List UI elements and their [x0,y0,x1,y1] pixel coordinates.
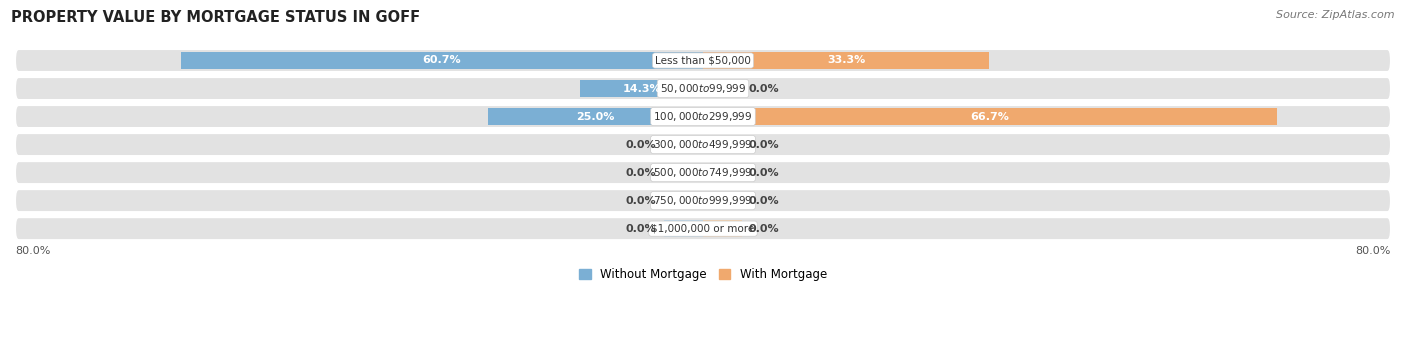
Text: 0.0%: 0.0% [626,167,655,178]
Bar [664,136,703,153]
Bar [703,80,742,97]
Text: 0.0%: 0.0% [748,167,779,178]
FancyBboxPatch shape [15,77,1391,100]
Bar [181,52,703,69]
Text: 25.0%: 25.0% [576,112,614,121]
Bar [488,108,703,125]
Text: $750,000 to $999,999: $750,000 to $999,999 [654,194,752,207]
Bar [703,136,742,153]
Text: 80.0%: 80.0% [1355,246,1391,256]
Bar [581,80,703,97]
Text: $500,000 to $749,999: $500,000 to $749,999 [654,166,752,179]
Text: 33.3%: 33.3% [827,56,865,65]
FancyBboxPatch shape [15,49,1391,72]
Text: 60.7%: 60.7% [423,56,461,65]
Text: PROPERTY VALUE BY MORTGAGE STATUS IN GOFF: PROPERTY VALUE BY MORTGAGE STATUS IN GOF… [11,10,420,25]
Text: 0.0%: 0.0% [626,139,655,150]
Text: $1,000,000 or more: $1,000,000 or more [651,224,755,234]
Text: 0.0%: 0.0% [748,139,779,150]
FancyBboxPatch shape [15,189,1391,212]
FancyBboxPatch shape [15,161,1391,184]
Text: 66.7%: 66.7% [970,112,1010,121]
Bar [703,164,742,181]
Bar [664,164,703,181]
Bar [703,108,1277,125]
FancyBboxPatch shape [15,105,1391,128]
Bar [664,220,703,237]
Text: $300,000 to $499,999: $300,000 to $499,999 [654,138,752,151]
Legend: Without Mortgage, With Mortgage: Without Mortgage, With Mortgage [574,264,832,286]
Bar [703,52,990,69]
Text: 0.0%: 0.0% [748,84,779,93]
Text: 0.0%: 0.0% [626,196,655,206]
Text: $50,000 to $99,999: $50,000 to $99,999 [659,82,747,95]
Text: $100,000 to $299,999: $100,000 to $299,999 [654,110,752,123]
FancyBboxPatch shape [15,133,1391,156]
Text: 0.0%: 0.0% [748,224,779,234]
Text: 0.0%: 0.0% [748,196,779,206]
Text: Less than $50,000: Less than $50,000 [655,56,751,65]
Text: Source: ZipAtlas.com: Source: ZipAtlas.com [1277,10,1395,20]
Bar [703,192,742,209]
Bar [664,192,703,209]
Text: 80.0%: 80.0% [15,246,51,256]
Bar [703,220,742,237]
Text: 0.0%: 0.0% [626,224,655,234]
Text: 14.3%: 14.3% [623,84,661,93]
FancyBboxPatch shape [15,217,1391,240]
